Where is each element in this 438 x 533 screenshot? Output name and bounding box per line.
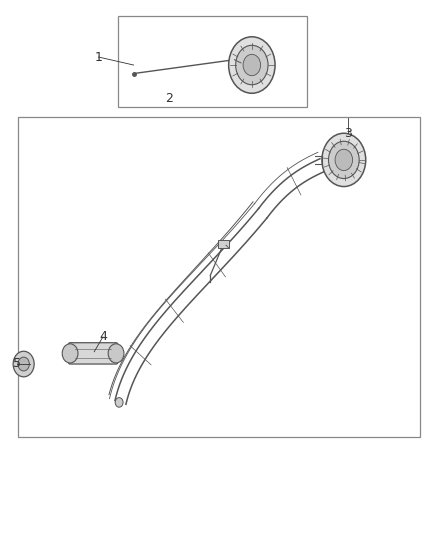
FancyBboxPatch shape bbox=[68, 343, 118, 364]
Circle shape bbox=[108, 344, 124, 363]
Circle shape bbox=[229, 37, 275, 93]
Text: 5: 5 bbox=[13, 357, 21, 370]
Text: 2: 2 bbox=[165, 92, 173, 105]
Circle shape bbox=[18, 357, 29, 371]
Circle shape bbox=[322, 133, 366, 187]
Bar bbox=[218, 240, 229, 248]
Circle shape bbox=[13, 351, 34, 377]
Circle shape bbox=[115, 398, 123, 407]
Bar bbox=[118, 16, 307, 107]
Text: 3: 3 bbox=[344, 127, 352, 140]
Circle shape bbox=[62, 344, 78, 363]
Circle shape bbox=[236, 45, 268, 85]
Circle shape bbox=[243, 54, 261, 76]
Circle shape bbox=[335, 149, 353, 171]
Bar bbox=[18, 117, 420, 437]
Circle shape bbox=[328, 141, 359, 179]
Text: 1: 1 bbox=[95, 51, 102, 63]
Text: 4: 4 bbox=[99, 330, 107, 343]
